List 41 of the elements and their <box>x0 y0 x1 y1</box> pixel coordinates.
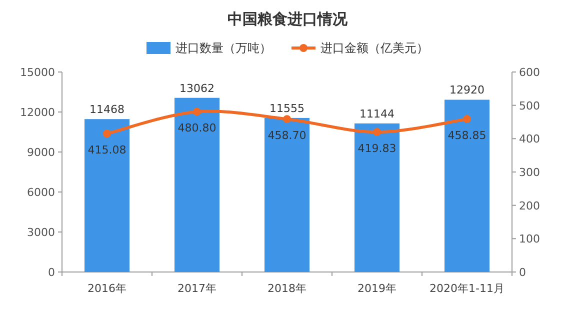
y2-tick-label: 500 <box>519 99 540 112</box>
legend-label: 进口金额（亿美元） <box>320 41 428 55</box>
y2-tick-label: 200 <box>519 199 540 212</box>
data-label: 13062 <box>180 82 214 95</box>
data-label: 11555 <box>270 102 304 115</box>
bar <box>444 100 490 272</box>
y2-tick-label: 400 <box>519 132 540 146</box>
data-label: 12920 <box>450 84 484 97</box>
data-label: 419.83 <box>358 142 396 156</box>
legend-label: 进口数量（万吨） <box>176 41 272 55</box>
data-label: 11468 <box>90 103 124 116</box>
point <box>463 115 471 124</box>
y2-tick-label: 600 <box>519 66 540 79</box>
y-tick-label: 0 <box>48 266 55 279</box>
chart-title: 中国粮食进口情况 <box>228 10 348 28</box>
data-label: 11144 <box>360 107 394 120</box>
y2-tick-label: 100 <box>519 232 540 246</box>
point <box>193 108 201 116</box>
y-tick-label: 3000 <box>27 226 55 239</box>
bar <box>84 119 130 272</box>
data-label: 415.08 <box>88 144 126 157</box>
x-tick-label: 2020年1-11月 <box>430 282 504 295</box>
x-tick-label: 2016年 <box>88 282 126 295</box>
data-label: 480.80 <box>178 122 216 135</box>
point <box>283 115 291 124</box>
bar <box>174 98 220 272</box>
bar <box>354 123 400 272</box>
y-tick-label: 6000 <box>27 186 55 199</box>
data-label: 458.70 <box>268 129 306 142</box>
y2-tick-label: 0 <box>519 266 526 279</box>
y-tick-label: 9000 <box>27 146 55 159</box>
data-label: 458.85 <box>448 129 486 142</box>
bar <box>264 118 310 272</box>
x-tick-label: 2018年 <box>268 282 306 295</box>
point <box>373 128 381 136</box>
x-tick-label: 2019年 <box>358 282 396 295</box>
point <box>103 130 111 138</box>
x-tick-label: 2017年 <box>178 282 216 295</box>
y-tick-label: 12000 <box>20 106 55 119</box>
y2-tick-label: 300 <box>519 166 540 179</box>
y-tick-label: 15000 <box>20 66 55 79</box>
